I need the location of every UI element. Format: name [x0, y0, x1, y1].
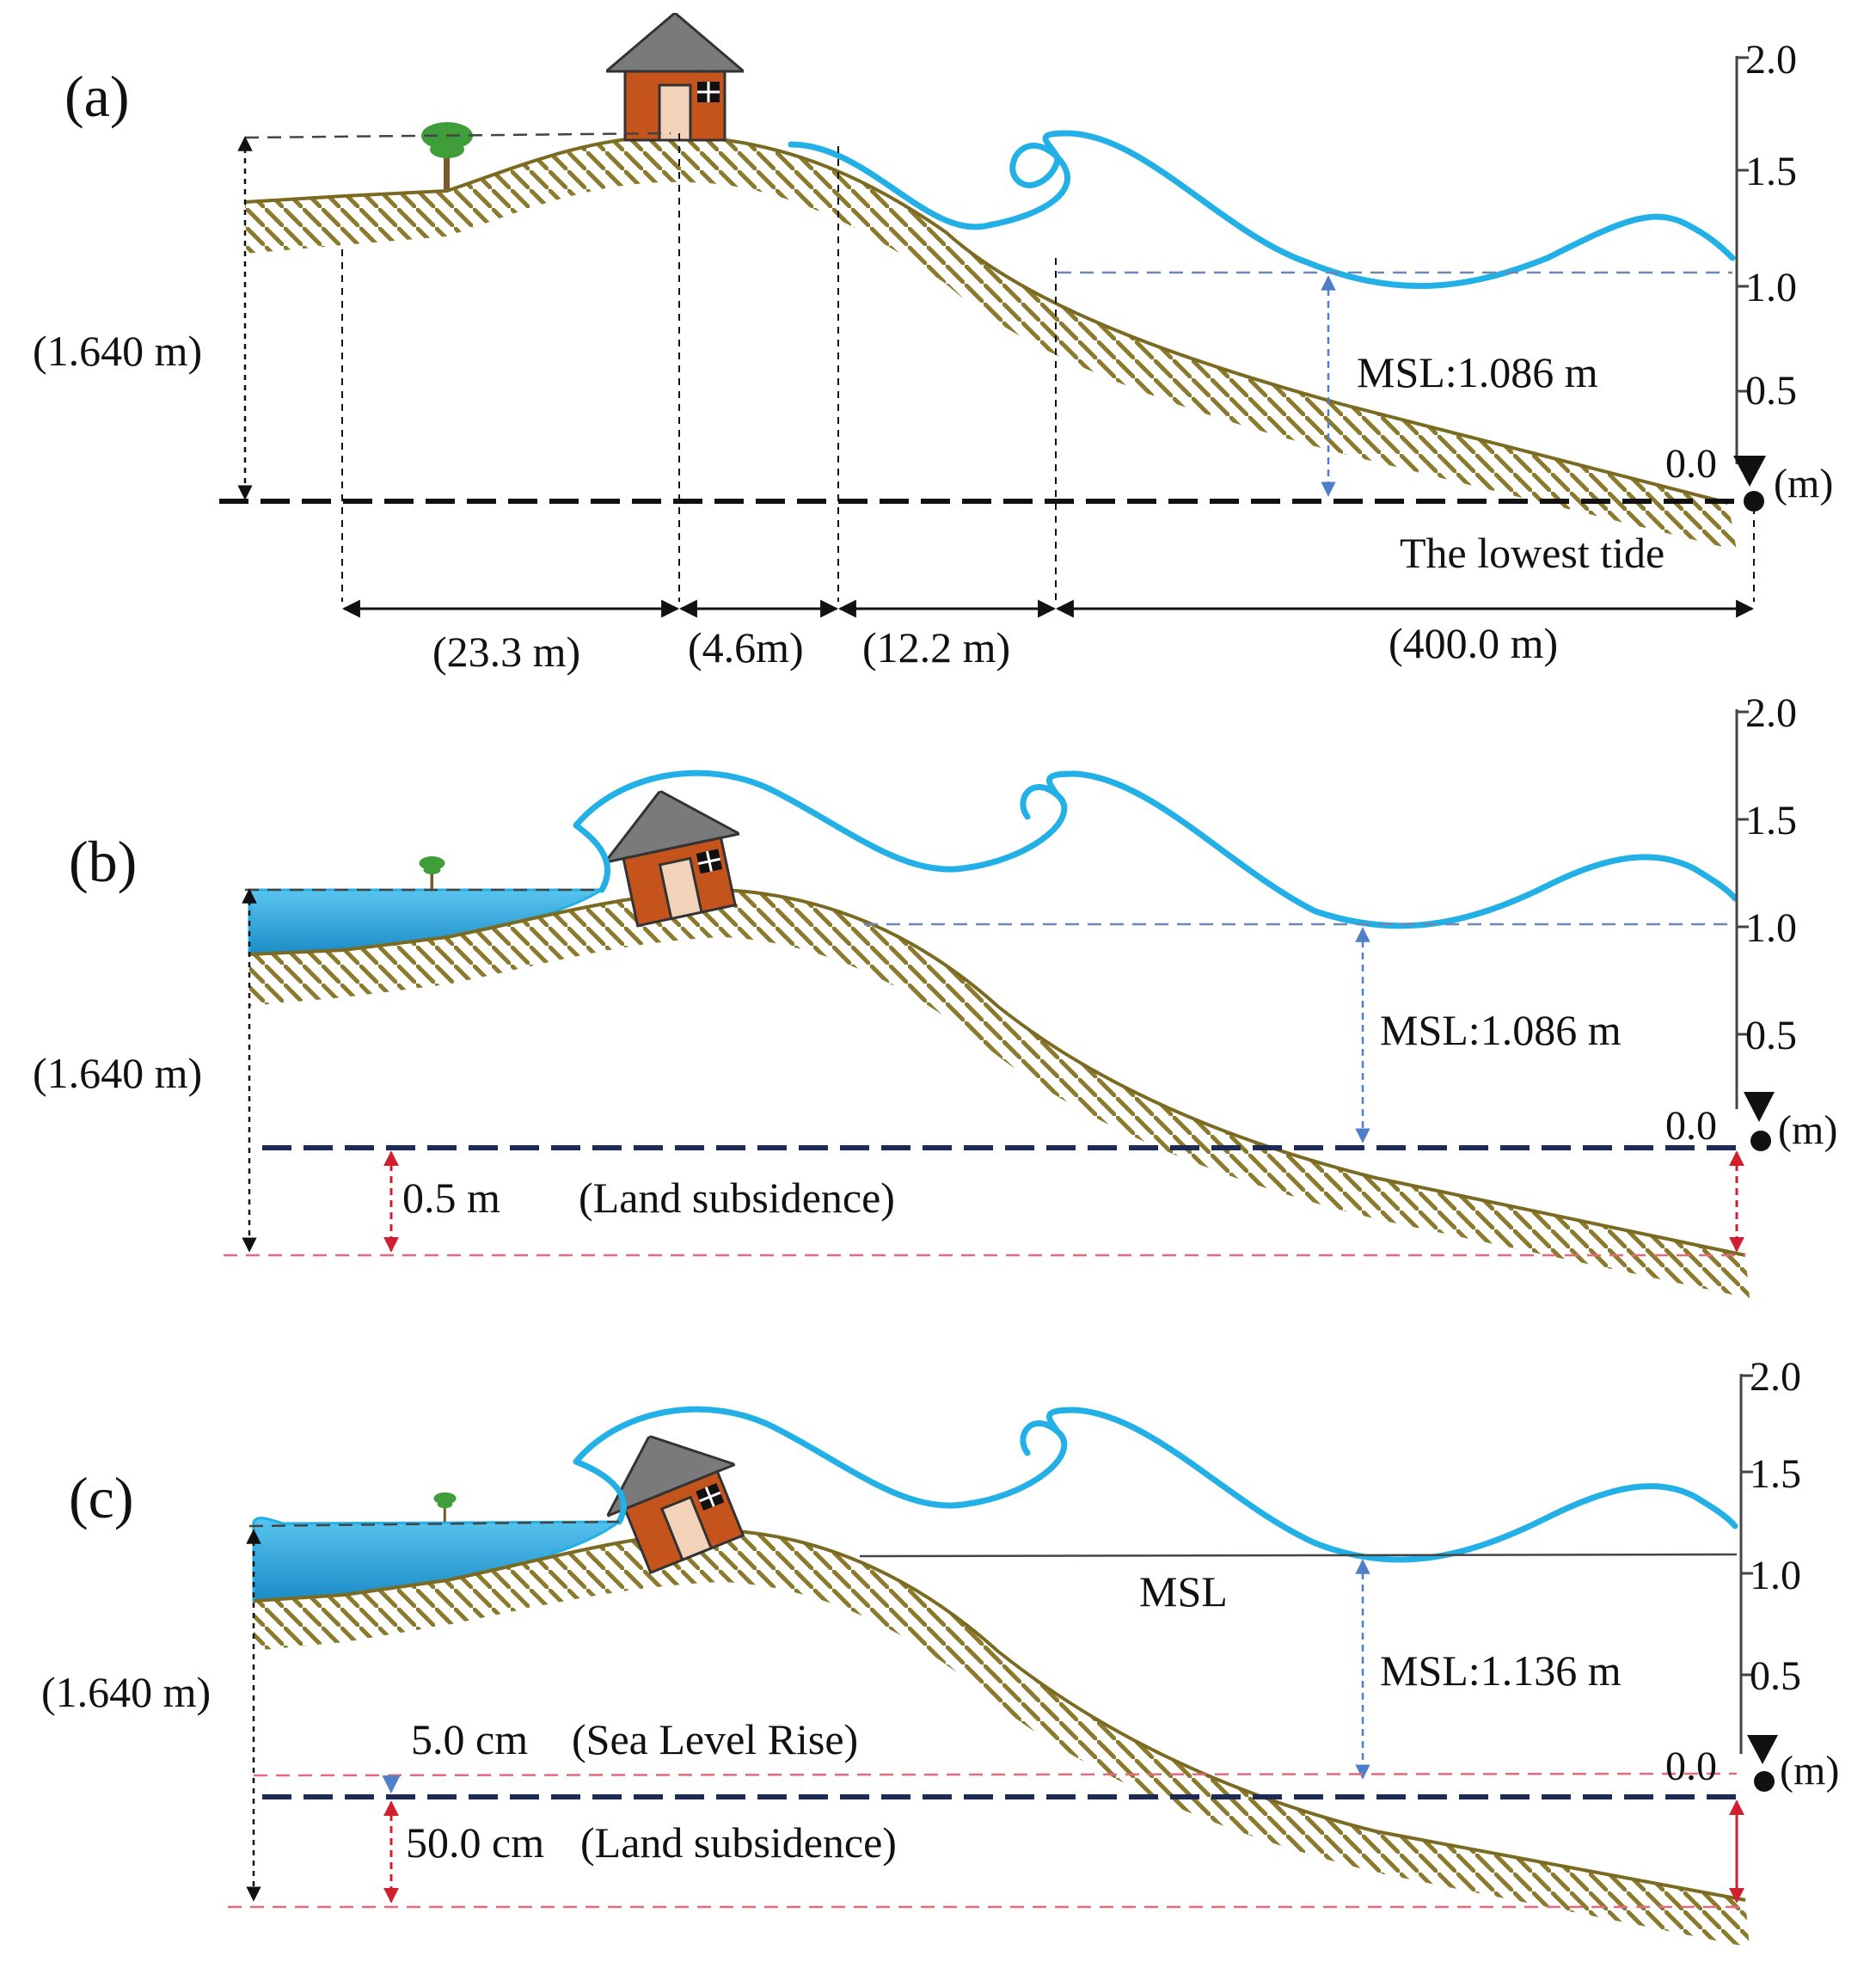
panel-c-label: (c) — [69, 1465, 133, 1530]
panel-a: (a) (1.640 m) MSL:1.086 m The lowest tid… — [33, 13, 1833, 676]
house-icon — [606, 13, 744, 142]
panel-c-subsidence-label: (Land subsidence) — [580, 1818, 897, 1867]
panel-b-msl-label: MSL:1.086 m — [1380, 1006, 1622, 1054]
panel-c-unit-label: (m) — [1780, 1748, 1839, 1793]
panel-a-ground-surface — [244, 133, 1729, 505]
panel-c-tick-1-5: 1.5 — [1750, 1451, 1801, 1497]
triangle-down-icon — [1733, 456, 1766, 487]
panel-c-wave — [573, 1406, 1738, 1563]
panel-b-unit-label: (m) — [1778, 1107, 1837, 1153]
panel-b-tick-1-0: 1.0 — [1745, 905, 1797, 951]
panel-a-distance-2: (4.6m) — [688, 623, 804, 671]
panel-c-msl-short: MSL — [1139, 1567, 1228, 1615]
triangle-down-icon — [1744, 1092, 1775, 1122]
panel-b-label: (b) — [69, 829, 137, 894]
tree-icon — [421, 122, 473, 189]
panel-b-tick-1-5: 1.5 — [1745, 798, 1797, 843]
panel-b-ground — [249, 890, 1750, 1298]
panel-a-label: (a) — [64, 64, 129, 129]
panel-a-zero-label: 0.0 — [1665, 441, 1717, 487]
tree-icon — [419, 856, 445, 890]
panel-c-tick-2-0: 2.0 — [1750, 1354, 1801, 1400]
panel-a-tick-2-0: 2.0 — [1745, 37, 1797, 83]
panel-b: (b) (1.640 m) MSL:1.086 m 0.5 m (Land su… — [33, 690, 1837, 1298]
panel-c-subsidence-value: 50.0 cm — [406, 1818, 544, 1867]
panel-a-height-label: (1.640 m) — [33, 327, 202, 375]
panel-c-slr-label: (Sea Level Rise) — [572, 1715, 858, 1763]
panel-c-tick-1-0: 1.0 — [1750, 1553, 1801, 1598]
panel-a-distance-1: (23.3 m) — [432, 628, 580, 676]
panel-b-subsidence-label: (Land subsidence) — [579, 1174, 895, 1222]
panel-b-zero-label: 0.0 — [1665, 1103, 1717, 1149]
panel-a-tide-label: The lowest tide — [1400, 529, 1664, 577]
panel-c-slr-value: 5.0 cm — [411, 1715, 528, 1763]
panel-b-wave — [573, 769, 1738, 929]
panel-c-msl-label: MSL:1.136 m — [1380, 1646, 1622, 1695]
panel-c-height-label: (1.640 m) — [41, 1668, 211, 1716]
panel-b-height-label: (1.640 m) — [33, 1049, 202, 1097]
panel-a-msl-label: MSL:1.086 m — [1357, 348, 1598, 396]
panel-a-tick-1-0: 1.0 — [1745, 265, 1797, 310]
panel-b-tick-2-0: 2.0 — [1745, 690, 1797, 736]
panel-c: (c) (1.640 m) MSL MSL:1.136 m 5.0 cm (Se… — [41, 1354, 1839, 1947]
panel-c-ground — [254, 1530, 1750, 1947]
panel-a-wave — [788, 130, 1736, 290]
panel-b-subsidence-value: 0.5 m — [402, 1174, 500, 1222]
panel-c-zero-label: 0.0 — [1665, 1744, 1717, 1789]
panel-a-distance-4: (400.0 m) — [1389, 619, 1558, 667]
panel-a-distance-3: (12.2 m) — [862, 623, 1010, 671]
panel-c-tick-0-5: 0.5 — [1750, 1653, 1801, 1699]
triangle-down-icon — [1747, 1735, 1778, 1764]
panel-a-ground — [245, 136, 1737, 550]
panel-a-unit-label: (m) — [1774, 461, 1833, 506]
panel-a-tick-0-5: 0.5 — [1745, 368, 1797, 414]
panel-b-tick-0-5: 0.5 — [1745, 1013, 1797, 1058]
tree-icon — [433, 1492, 457, 1522]
panel-a-tick-1-5: 1.5 — [1745, 149, 1797, 194]
